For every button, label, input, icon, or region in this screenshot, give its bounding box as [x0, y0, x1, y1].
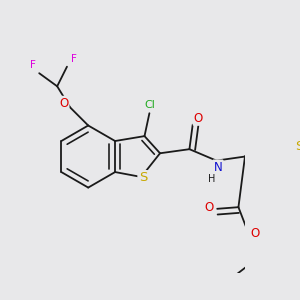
Text: Cl: Cl: [145, 100, 156, 110]
Text: S: S: [139, 171, 147, 184]
Text: F: F: [30, 60, 36, 70]
Text: H: H: [208, 174, 215, 184]
Text: O: O: [194, 112, 203, 124]
Text: O: O: [204, 201, 214, 214]
Text: F: F: [70, 53, 76, 64]
Text: N: N: [214, 161, 222, 174]
Text: O: O: [59, 97, 68, 110]
Text: O: O: [250, 227, 260, 240]
Text: S: S: [296, 140, 300, 153]
